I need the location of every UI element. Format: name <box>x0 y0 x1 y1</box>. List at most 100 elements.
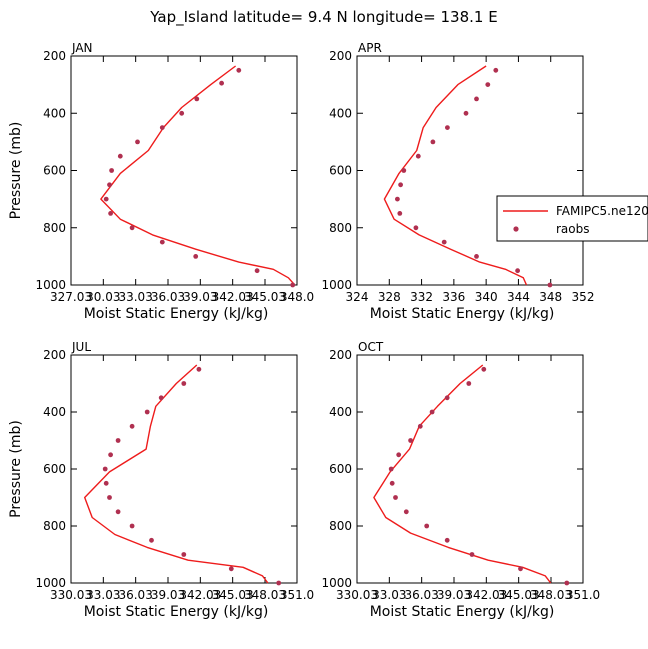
jul-raobs-point <box>228 566 234 572</box>
jul-x-axis-label: Moist Static Energy (kJ/kg) <box>84 604 269 620</box>
jul-x-tick-label: 348.03 <box>244 588 286 602</box>
oct-raobs-point <box>388 466 394 472</box>
apr-y-tick-label: 800 <box>329 221 352 235</box>
jul-raobs-point <box>196 366 202 372</box>
apr-raobs-point <box>430 139 436 145</box>
panel-jul: JUL 330.0333.0336.0339.03342.03345.03348.… <box>8 340 314 620</box>
jan-raobs-point <box>135 139 140 145</box>
jul-raobs-point <box>107 495 112 500</box>
jan-raobs-point <box>107 182 112 188</box>
oct-raobs-point <box>444 537 450 543</box>
apr-raobs-point <box>515 268 520 274</box>
apr-raobs-point <box>485 82 491 87</box>
jan-x-tick-label: 327.03 <box>50 290 92 304</box>
jul-y-tick-label: 800 <box>43 519 66 533</box>
oct-y-tick-label: 400 <box>329 405 352 419</box>
apr-x-tick-label: 332 <box>410 290 433 304</box>
oct-x-tick-label: 36.03 <box>404 588 438 602</box>
jul-y-tick-label: 600 <box>43 462 66 476</box>
oct-y-tick-label: 1000 <box>321 576 352 590</box>
jan-x-axis-label: Moist Static Energy (kJ/kg) <box>84 306 269 322</box>
apr-raobs-point <box>547 282 553 288</box>
jul-x-tick-label: 342.03 <box>179 588 221 602</box>
apr-raobs-point <box>395 196 400 202</box>
jan-x-tick-label: 342.03 <box>212 290 254 304</box>
apr-raobs-point <box>474 254 479 259</box>
panel-jan: JAN 327.0330.0333.0336.0339.03342.03345.0… <box>8 41 314 322</box>
apr-y-tick-label: 1000 <box>321 278 352 292</box>
jul-raobs-point <box>115 509 121 515</box>
jan-raobs-point <box>219 80 225 86</box>
jan-y-tick-label: 1000 <box>35 278 66 292</box>
apr-plot-frame <box>356 55 584 286</box>
apr-raobs-point <box>463 110 469 116</box>
jul-raobs-point <box>108 452 113 458</box>
legend-box <box>496 195 648 242</box>
jul-x-tick-label: 36.03 <box>118 588 152 602</box>
jul-raobs-point <box>181 552 187 557</box>
oct-x-tick-label: 345.03 <box>498 588 540 602</box>
apr-raobs-point <box>413 225 419 231</box>
jan-raobs-point <box>159 239 165 245</box>
jul-raobs-point <box>102 466 108 472</box>
jul-model-line <box>83 364 269 584</box>
oct-x-axis-label: Moist Static Energy (kJ/kg) <box>370 604 555 620</box>
legend-model-label: FAMIPC5.ne120.y <box>556 204 648 218</box>
apr-raobs-point <box>445 125 450 130</box>
apr-x-axis-label: Moist Static Energy (kJ/kg) <box>370 306 555 322</box>
oct-raobs-point <box>564 580 570 586</box>
apr-model-line <box>383 65 528 286</box>
jan-raobs-point <box>179 110 185 116</box>
jan-y-tick-label: 600 <box>43 164 66 178</box>
oct-y-tick-label: 800 <box>329 519 352 533</box>
apr-x-tick-label: 340 <box>475 290 498 304</box>
jan-x-tick-label: 345.03 <box>244 290 286 304</box>
jan-raobs-point <box>193 254 199 259</box>
apr-y-tick-label: 600 <box>329 164 352 178</box>
jul-x-tick-label: 345.03 <box>212 588 254 602</box>
oct-y-tick-label: 600 <box>329 462 352 476</box>
jan-raobs-point <box>103 196 109 202</box>
jul-y-tick-label: 200 <box>43 348 66 362</box>
jan-y-tick-label: 400 <box>43 106 66 120</box>
oct-raobs-point <box>389 480 395 486</box>
jan-x-tick-label: 39.03 <box>183 290 217 304</box>
jan-raobs-point <box>109 168 114 173</box>
apr-x-tick-label: 328 <box>378 290 401 304</box>
jul-raobs-point <box>158 395 164 401</box>
oct-raobs-point <box>466 381 472 386</box>
oct-raobs-point <box>469 552 475 557</box>
jul-raobs-point <box>276 580 282 586</box>
oct-x-tick-label: 342.03 <box>465 588 507 602</box>
jan-raobs-point <box>159 125 165 130</box>
jan-x-tick-label: 348.0 <box>280 290 314 304</box>
jan-panel-title: JAN <box>71 41 93 55</box>
apr-raobs-point <box>397 211 403 216</box>
oct-raobs-point <box>403 509 409 515</box>
jul-raobs-point <box>103 480 109 486</box>
apr-x-tick-label: 352 <box>572 290 595 304</box>
jul-raobs-point <box>129 423 135 429</box>
oct-x-tick-label: 39.03 <box>437 588 471 602</box>
oct-x-tick-label: 351.0 <box>566 588 600 602</box>
apr-raobs-point <box>441 239 447 245</box>
jul-panel-title: JUL <box>71 340 91 354</box>
apr-raobs-point <box>398 182 403 188</box>
jan-raobs-point <box>236 67 242 73</box>
oct-raobs-point <box>444 395 450 401</box>
apr-x-tick-label: 348 <box>539 290 562 304</box>
oct-x-tick-label: 330.03 <box>336 588 378 602</box>
oct-raobs-point <box>396 452 402 458</box>
jan-plot-frame <box>70 55 298 286</box>
jul-raobs-point <box>181 381 187 386</box>
jan-raobs-point <box>194 96 200 102</box>
jan-raobs-point <box>129 225 135 231</box>
jul-raobs-point <box>149 537 154 543</box>
jan-raobs-point <box>290 282 296 288</box>
oct-raobs-point <box>417 423 423 429</box>
apr-raobs-point <box>415 153 421 159</box>
apr-y-tick-label: 200 <box>329 49 352 63</box>
jan-model-line <box>100 65 296 286</box>
jan-raobs-point <box>108 211 113 216</box>
